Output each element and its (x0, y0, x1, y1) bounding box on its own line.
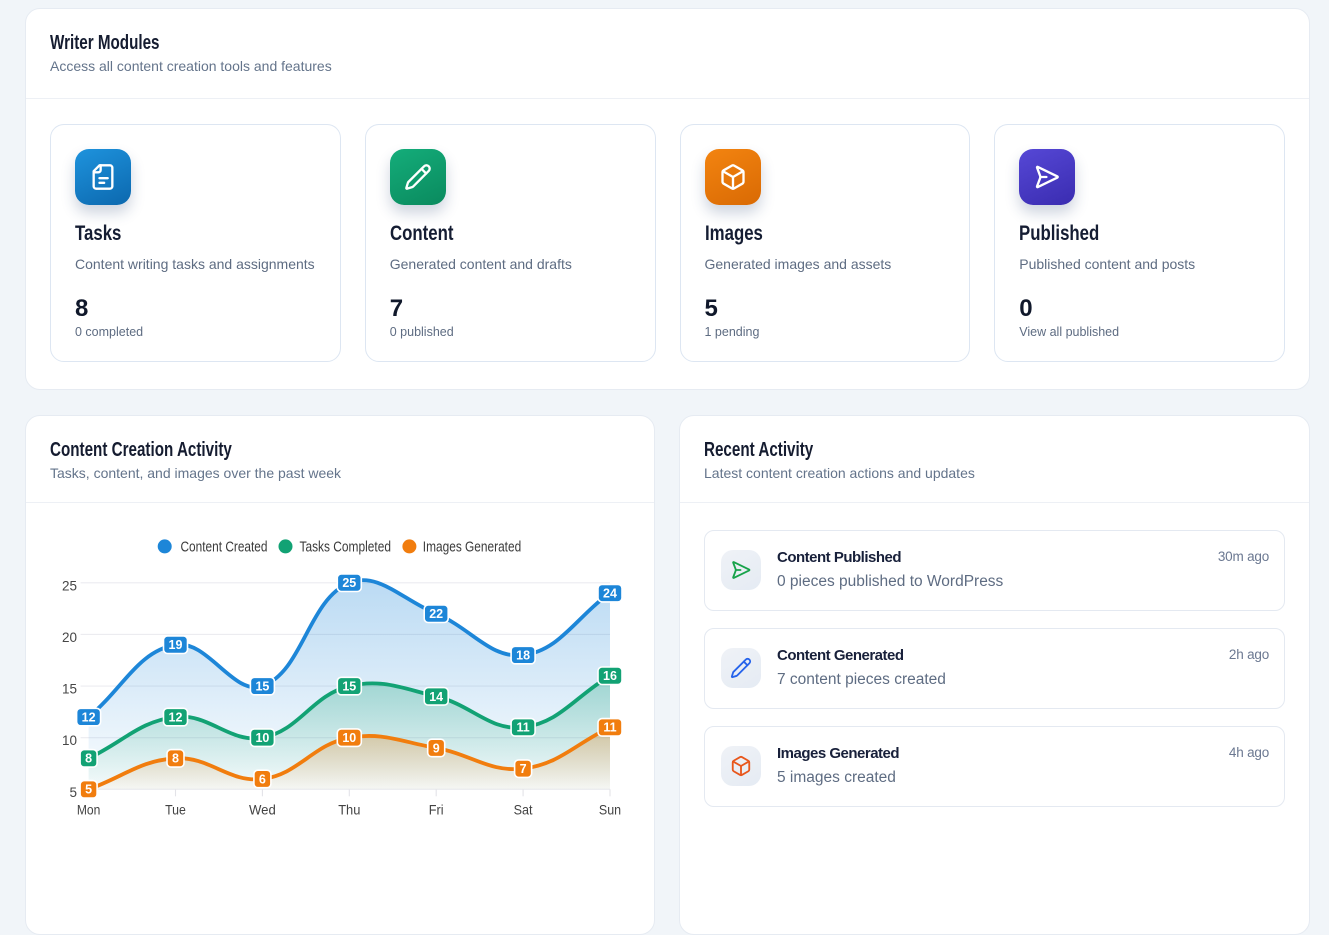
svg-text:Tue: Tue (165, 802, 186, 818)
svg-text:Images Generated: Images Generated (423, 539, 521, 556)
svg-text:5: 5 (85, 783, 92, 797)
svg-text:5: 5 (69, 785, 77, 800)
svg-text:7: 7 (520, 762, 527, 776)
svg-text:12: 12 (169, 710, 183, 724)
svg-text:8: 8 (85, 752, 92, 766)
svg-text:Fri: Fri (429, 802, 444, 818)
svg-text:Wed: Wed (249, 802, 276, 818)
svg-text:Thu: Thu (338, 802, 360, 818)
svg-text:14: 14 (429, 690, 443, 704)
svg-text:24: 24 (603, 587, 617, 601)
svg-text:15: 15 (342, 680, 356, 694)
svg-text:Content Created: Content Created (181, 539, 268, 556)
svg-text:10: 10 (342, 731, 356, 745)
svg-text:15: 15 (255, 680, 269, 694)
svg-text:22: 22 (429, 607, 443, 621)
svg-text:11: 11 (516, 721, 529, 735)
svg-text:9: 9 (433, 741, 440, 755)
svg-text:Sat: Sat (514, 802, 533, 818)
svg-text:Sun: Sun (599, 802, 621, 818)
svg-text:12: 12 (82, 710, 96, 724)
svg-text:11: 11 (603, 721, 616, 735)
svg-text:10: 10 (62, 733, 77, 748)
svg-text:16: 16 (603, 669, 617, 683)
svg-text:20: 20 (62, 630, 77, 645)
svg-text:15: 15 (62, 682, 77, 697)
svg-text:Tasks Completed: Tasks Completed (300, 539, 392, 556)
svg-text:8: 8 (172, 752, 179, 766)
svg-text:Mon: Mon (77, 802, 101, 818)
svg-text:19: 19 (169, 638, 183, 652)
svg-text:25: 25 (62, 578, 77, 593)
svg-text:10: 10 (255, 731, 269, 745)
svg-text:18: 18 (516, 649, 530, 663)
svg-text:6: 6 (259, 772, 266, 786)
svg-text:25: 25 (342, 576, 356, 590)
